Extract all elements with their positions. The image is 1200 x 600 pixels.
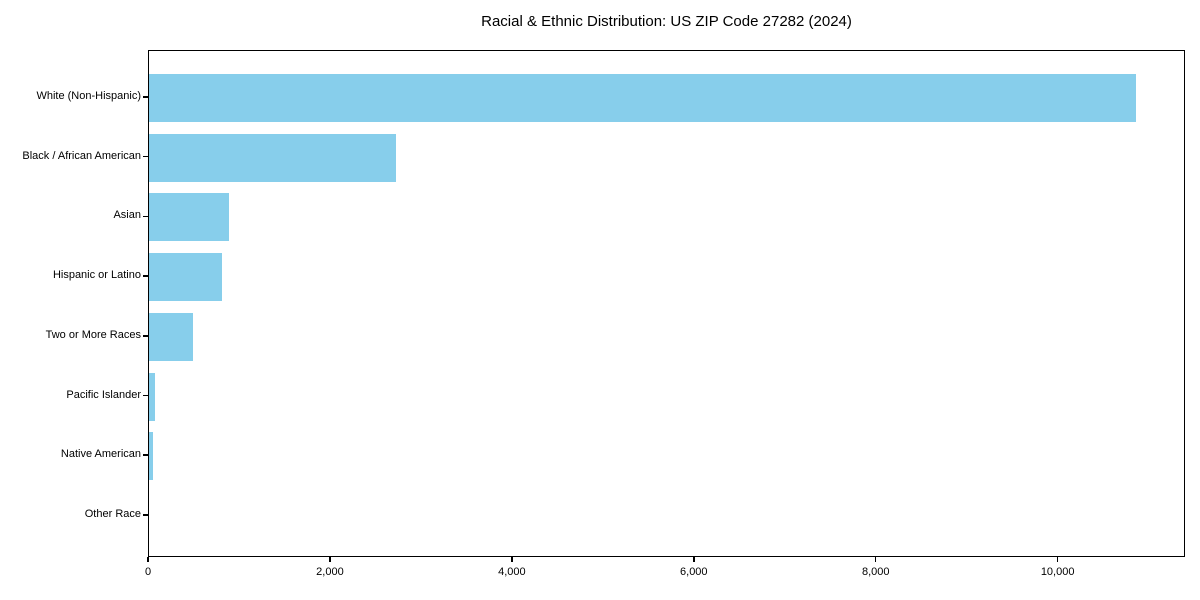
y-tick-label: Black / African American [22,149,141,162]
bar-asian [149,193,229,242]
y-tick-label: Two or More Races [45,328,141,341]
bar-two-or-more-races [149,312,194,361]
y-tick-label: Hispanic or Latino [52,269,141,282]
x-tick-mark [511,557,513,562]
bar-hispanic-or-latino [149,253,222,302]
y-tick-mark [143,454,148,456]
y-tick-label: White (Non-Hispanic) [36,90,141,102]
y-tick-mark [143,275,148,277]
y-tick-label: Pacific Islander [66,388,141,401]
bar-pacific-islander [149,372,155,421]
y-tick-mark [143,514,148,516]
y-tick-mark [143,96,148,98]
y-tick-mark [143,335,148,337]
bar-native-american [149,432,153,481]
x-tick-label: 2,000 [316,566,344,578]
y-tick-mark [143,155,148,158]
y-tick-label: Native American [60,448,141,461]
x-tick-label: 4,000 [498,566,526,578]
x-tick-mark [874,557,877,562]
y-tick-label: Other Race [84,507,141,520]
chart-title: Racial & Ethnic Distribution: US ZIP Cod… [481,13,852,30]
x-tick-mark [693,557,695,562]
x-tick-mark [147,557,149,562]
y-tick-label: Asian [113,209,141,222]
bar-white-non-hispanic [149,74,1136,122]
x-tick-mark [329,557,331,562]
y-tick-mark [143,215,148,218]
plot-area [148,50,1185,557]
bar-black-african-american [149,133,396,182]
x-tick-label: 6,000 [680,566,708,578]
y-tick-mark [143,394,148,397]
x-tick-label: 8,000 [861,566,890,578]
x-tick-mark [1056,557,1059,562]
x-tick-label: 0 [144,566,152,578]
x-tick-label: 10,000 [1040,566,1075,578]
